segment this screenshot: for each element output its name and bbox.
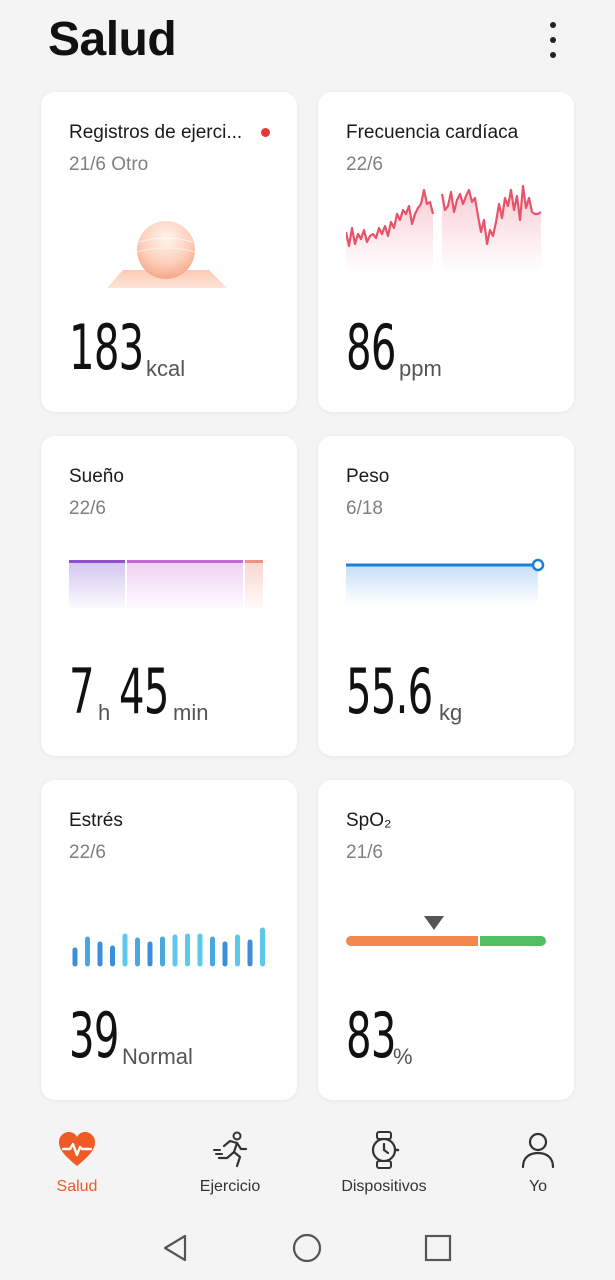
nav-tab-salud[interactable]: Salud bbox=[2, 1130, 152, 1196]
weight-unit: kg bbox=[439, 700, 463, 725]
running-icon bbox=[213, 1131, 248, 1168]
system-navigation-bar bbox=[0, 1218, 615, 1280]
card-subtitle: 22/6 bbox=[69, 842, 106, 863]
heart-rate-card[interactable]: Frecuencia cardíaca 22/6 86 ppm bbox=[318, 92, 574, 412]
nav-label: Ejercicio bbox=[199, 1178, 261, 1195]
back-icon[interactable] bbox=[155, 1228, 195, 1268]
card-title: Sueño bbox=[69, 466, 124, 487]
recents-icon[interactable] bbox=[418, 1228, 458, 1268]
calories-value: 183 bbox=[69, 311, 144, 384]
notification-dot bbox=[261, 128, 270, 137]
card-title: Peso bbox=[346, 466, 390, 487]
weight-card[interactable]: Peso 6/18 55.6 kg bbox=[318, 436, 574, 756]
sleep-card[interactable]: Sueño 22/6 7 h 45 min bbox=[41, 436, 297, 756]
stress-bars-chart bbox=[72, 927, 265, 967]
more-vertical-icon[interactable] bbox=[538, 18, 568, 62]
sleep-minutes-unit: min bbox=[173, 700, 209, 725]
stress-number: 39 bbox=[69, 999, 119, 1072]
card-title: Frecuencia cardíaca bbox=[346, 122, 519, 143]
sleep-hours-unit: h bbox=[98, 700, 111, 725]
person-icon bbox=[521, 1132, 555, 1169]
home-icon[interactable] bbox=[287, 1228, 327, 1268]
stress-level-label: Normal bbox=[122, 1044, 193, 1069]
sleep-minutes: 45 bbox=[119, 655, 169, 728]
header: Salud bbox=[0, 0, 615, 86]
sleep-hours: 7 bbox=[69, 655, 95, 728]
nav-tab-ejercicio[interactable]: Ejercicio bbox=[155, 1130, 305, 1196]
card-title: SpO₂ bbox=[346, 810, 392, 831]
card-subtitle: 22/6 bbox=[69, 498, 106, 519]
bpm-value: 86 bbox=[346, 311, 396, 384]
heart-rate-sparkline bbox=[346, 184, 542, 272]
nav-label: Dispositivos bbox=[341, 1178, 427, 1195]
sleep-stages-chart bbox=[69, 560, 263, 608]
bottom-navigation: Salud Ejercicio Dispositivos Yo bbox=[0, 1118, 615, 1218]
card-subtitle: 21/6 bbox=[346, 842, 383, 863]
page-title: Salud bbox=[48, 13, 177, 66]
nav-tab-yo[interactable]: Yo bbox=[463, 1130, 613, 1196]
watch-icon bbox=[371, 1131, 400, 1169]
weight-number: 55.6 bbox=[346, 655, 433, 728]
card-title: Estrés bbox=[69, 810, 123, 831]
stress-card[interactable]: Estrés 22/6 39 Normal bbox=[41, 780, 297, 1100]
exercise-ball-icon bbox=[107, 221, 227, 288]
card-title: Registros de ejerci... bbox=[69, 122, 243, 143]
card-subtitle: 22/6 bbox=[346, 154, 383, 175]
spo2-range-bar bbox=[346, 916, 546, 946]
spo2-card[interactable]: SpO₂ 21/6 83 % bbox=[318, 780, 574, 1100]
spo2-number: 83 bbox=[346, 999, 396, 1072]
nav-tab-dispositivos[interactable]: Dispositivos bbox=[309, 1130, 459, 1196]
exercise-records-card[interactable]: Registros de ejerci... 21/6 Otro 183 kca… bbox=[41, 92, 297, 412]
heart-pulse-icon bbox=[59, 1132, 95, 1166]
bpm-unit: ppm bbox=[399, 356, 442, 381]
spo2-unit: % bbox=[393, 1044, 413, 1069]
calories-unit: kcal bbox=[146, 356, 186, 381]
card-subtitle: 21/6 Otro bbox=[69, 154, 149, 175]
nav-label: Yo bbox=[528, 1178, 548, 1195]
weight-trend-chart bbox=[346, 558, 545, 605]
card-subtitle: 6/18 bbox=[346, 498, 383, 519]
nav-label: Salud bbox=[56, 1178, 98, 1195]
